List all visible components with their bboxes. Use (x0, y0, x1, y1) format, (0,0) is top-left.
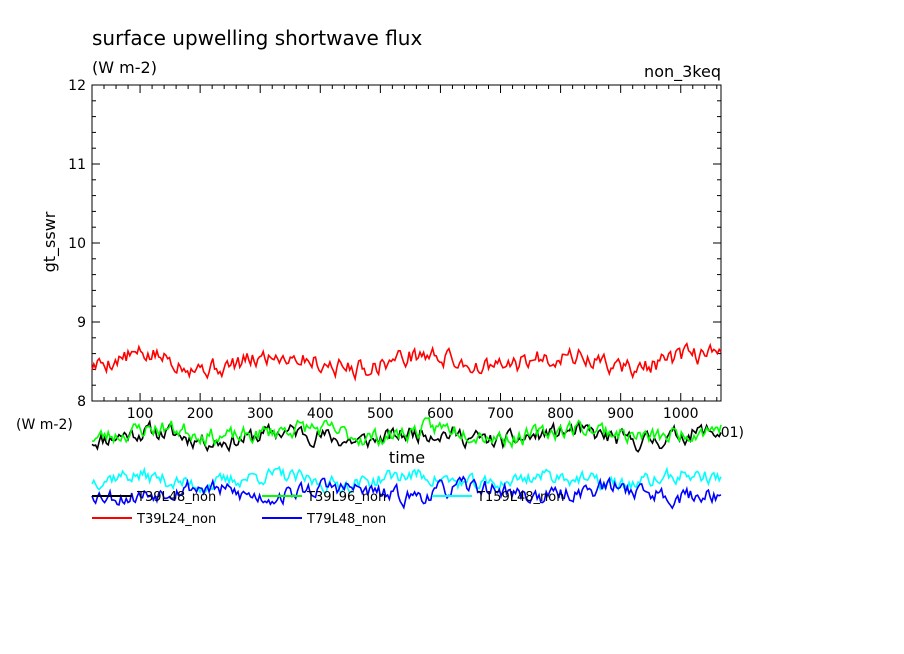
x-tick-label: 700 (487, 406, 514, 422)
legend-label: T39L48_non (136, 490, 216, 505)
x-tick-label: 500 (367, 406, 394, 422)
series-line-T39L96_non (91, 416, 722, 450)
chart-units: (W m-2) (92, 58, 157, 77)
y-tick-label: 10 (68, 236, 86, 252)
x-tick-label: 300 (247, 406, 274, 422)
y-tick-label: 11 (68, 157, 86, 173)
x-ticks: 100 200 300 400 500 600 700 800 900 1000 (91, 85, 718, 422)
legend-label: T39L24_non (136, 512, 216, 527)
legend-label: T39L96_non (306, 490, 386, 505)
legend-label: T159L48_non (476, 490, 564, 505)
legend: T39L48_non T39L96_non T159L48_non T39L24_no… (92, 490, 564, 527)
x-axis-unit-note: (W m-2) (16, 417, 73, 433)
x-tick-label: 400 (307, 406, 334, 422)
y-ticks: 8 9 10 11 12 (68, 78, 721, 410)
y-tick-label: 9 (77, 315, 86, 331)
x-tick-label: 100 (127, 406, 154, 422)
x-axis-label: time (389, 448, 425, 467)
series-line-T79L48_non (91, 475, 722, 510)
experiment-label: non_3keq (644, 62, 721, 82)
plot-frame (91, 84, 722, 402)
y-tick-label: 12 (68, 78, 86, 94)
x-tick-label: 600 (427, 406, 454, 422)
x-axis-trailing-label: 01) (721, 425, 744, 441)
series-line-T39L24_non (91, 341, 722, 382)
legend-label: T79L48_non (306, 512, 386, 527)
x-tick-label: 200 (187, 406, 214, 422)
x-tick-label: 900 (607, 406, 634, 422)
x-tick-label: 800 (547, 406, 574, 422)
y-tick-label: 8 (77, 394, 86, 410)
y-axis-label: gt_sswr (40, 211, 60, 272)
x-tick-label: 1000 (663, 406, 699, 422)
chart-title: surface upwelling shortwave flux (92, 26, 422, 50)
series-layer (91, 341, 722, 510)
